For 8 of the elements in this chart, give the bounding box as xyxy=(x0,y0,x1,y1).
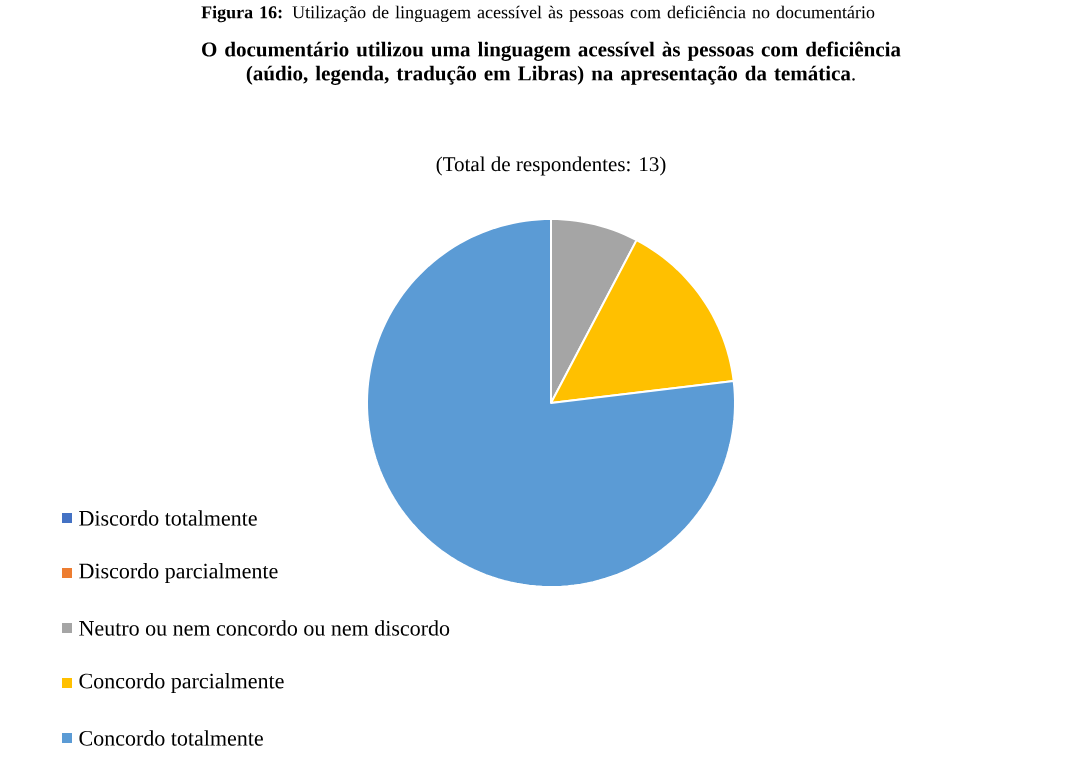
legend-label: Concordo totalmente xyxy=(79,730,263,746)
legend-label: Discordo totalmente xyxy=(79,510,257,526)
chart-subtitle: (Total de respondentes: 13) xyxy=(436,156,666,176)
legend-label: Neutro ou nem concordo ou nem discordo xyxy=(79,620,450,636)
legend-label: Concordo parcialmente xyxy=(79,673,284,693)
text: Figura 16: Utilização de linguagem acessível às pessoas com deficiência no documentário xyxy=(201,5,875,23)
legend-label: Discordo parcialmente xyxy=(79,563,278,583)
chart-title: O documentário utilizou uma linguagem acessível às pessoas com deficiência (aúdio, legenda, tradução em Libras) na apresentação da temática. xyxy=(202,41,901,85)
